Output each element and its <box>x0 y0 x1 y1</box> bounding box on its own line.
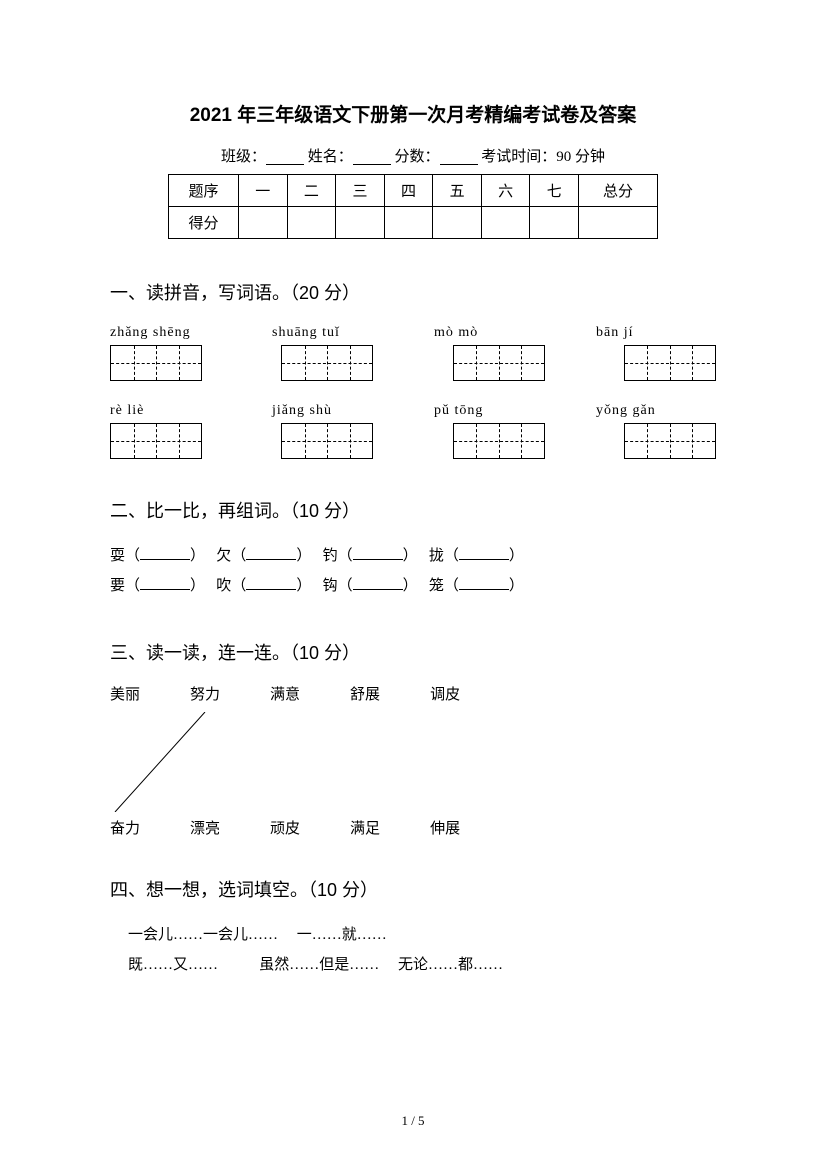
pinyin-text: jiǎng shù <box>272 403 332 418</box>
pinyin-row: zhǎng shēng shuāng tuǐ mò mò bān jí <box>110 323 716 341</box>
info-line: 班级： 姓名： 分数： 考试时间：90 分钟 <box>110 145 716 166</box>
cell-empty[interactable] <box>579 207 658 239</box>
cell-empty[interactable] <box>336 207 385 239</box>
char-input-box[interactable] <box>281 345 373 381</box>
match-word: 调皮 <box>430 683 460 704</box>
pinyin-text: bān jí <box>596 325 634 340</box>
pinyin-text: yǒng gǎn <box>596 403 656 418</box>
answer-blank[interactable] <box>353 577 403 590</box>
table-row: 得分 <box>169 207 658 239</box>
score-table: 题序 一 二 三 四 五 六 七 总分 得分 <box>168 174 658 239</box>
char-input-box[interactable] <box>110 423 202 459</box>
label-score: 分数： <box>395 149 440 165</box>
pinyin-row: rè liè jiǎng shù pǔ tōng yǒng gǎn <box>110 401 716 419</box>
pinyin-text: mò mò <box>434 325 478 340</box>
answer-blank[interactable] <box>459 547 509 560</box>
exam-title: 2021 年三年级语文下册第一次月考精编考试卷及答案 <box>110 100 716 127</box>
pinyin-text: shuāng tuǐ <box>272 325 340 340</box>
pinyin-text: rè liè <box>110 403 144 418</box>
question-2: 二、比一比，再组词。（10 分） 耍（） 欠（） 钓（） 拢（） 要（） 吹（）… <box>110 497 716 601</box>
q3-title: 三、读一读，连一连。（10 分） <box>110 639 716 665</box>
match-word: 满足 <box>350 817 380 838</box>
q1-title: 一、读拼音，写词语。（20 分） <box>110 279 716 305</box>
q2-char: 欠 <box>216 548 231 564</box>
q2-char: 吹 <box>216 578 231 594</box>
pinyin-text: pǔ tōng <box>434 403 483 418</box>
option-text: 一会儿……一会儿…… <box>128 927 278 943</box>
cell-header: 三 <box>336 175 385 207</box>
blank-score[interactable] <box>440 150 478 165</box>
q2-char: 钓 <box>323 548 338 564</box>
table-row: 题序 一 二 三 四 五 六 七 总分 <box>169 175 658 207</box>
cell-header: 四 <box>384 175 433 207</box>
cell-header: 五 <box>433 175 482 207</box>
option-text: 既……又…… <box>128 957 218 973</box>
cell-header: 总分 <box>579 175 658 207</box>
q2-char: 耍 <box>110 548 125 564</box>
pinyin-text: zhǎng shēng <box>110 325 191 340</box>
cell-header: 七 <box>530 175 579 207</box>
char-input-box[interactable] <box>281 423 373 459</box>
blank-name[interactable] <box>353 150 391 165</box>
cell-header: 二 <box>287 175 336 207</box>
char-input-box[interactable] <box>110 345 202 381</box>
option-text: 一……就…… <box>297 927 387 943</box>
matching-line-area[interactable] <box>110 712 590 812</box>
char-input-box[interactable] <box>624 345 716 381</box>
question-1: 一、读拼音，写词语。（20 分） zhǎng shēng shuāng tuǐ … <box>110 279 716 459</box>
question-4: 四、想一想，选词填空。（10 分） 一会儿……一会儿…… 一……就…… 既……又… <box>110 876 716 980</box>
label-class: 班级： <box>221 149 266 165</box>
q4-title: 四、想一想，选词填空。（10 分） <box>110 876 716 902</box>
match-word: 漂亮 <box>190 817 220 838</box>
match-word: 伸展 <box>430 817 460 838</box>
cell-empty[interactable] <box>239 207 288 239</box>
cell-empty[interactable] <box>481 207 530 239</box>
cell-empty[interactable] <box>530 207 579 239</box>
char-input-box[interactable] <box>453 423 545 459</box>
cell-label: 得分 <box>169 207 239 239</box>
option-text: 虽然……但是…… <box>259 957 379 973</box>
question-3: 三、读一读，连一连。（10 分） 美丽 努力 满意 舒展 调皮 奋力 漂亮 顽皮… <box>110 639 716 838</box>
cell-header: 题序 <box>169 175 239 207</box>
match-word: 舒展 <box>350 683 380 704</box>
q4-content: 一会儿……一会儿…… 一……就…… 既……又…… 虽然……但是…… 无论……都…… <box>110 920 716 980</box>
char-box-row <box>110 423 716 459</box>
answer-blank[interactable] <box>246 547 296 560</box>
blank-class[interactable] <box>266 150 304 165</box>
cell-header: 一 <box>239 175 288 207</box>
char-input-box[interactable] <box>453 345 545 381</box>
match-word: 奋力 <box>110 817 140 838</box>
cell-empty[interactable] <box>433 207 482 239</box>
match-word: 美丽 <box>110 683 140 704</box>
cell-empty[interactable] <box>287 207 336 239</box>
q2-title: 二、比一比，再组词。（10 分） <box>110 497 716 523</box>
answer-blank[interactable] <box>353 547 403 560</box>
answer-blank[interactable] <box>140 547 190 560</box>
q2-content: 耍（） 欠（） 钓（） 拢（） 要（） 吹（） 钩（） 笼（） <box>110 541 716 601</box>
page-number: 1 / 5 <box>0 1113 826 1129</box>
q2-char: 钩 <box>323 578 338 594</box>
q3-top-words: 美丽 努力 满意 舒展 调皮 <box>110 683 716 704</box>
label-time: 考试时间：90 分钟 <box>481 149 605 165</box>
q2-char: 笼 <box>429 578 444 594</box>
match-word: 努力 <box>190 683 220 704</box>
cell-empty[interactable] <box>384 207 433 239</box>
match-word: 满意 <box>270 683 300 704</box>
char-input-box[interactable] <box>624 423 716 459</box>
label-name: 姓名： <box>308 149 353 165</box>
q2-char: 拢 <box>429 548 444 564</box>
match-word: 顽皮 <box>270 817 300 838</box>
q2-char: 要 <box>110 578 125 594</box>
answer-blank[interactable] <box>246 577 296 590</box>
char-box-row <box>110 345 716 381</box>
q3-bottom-words: 奋力 漂亮 顽皮 满足 伸展 <box>110 817 716 838</box>
cell-header: 六 <box>481 175 530 207</box>
answer-blank[interactable] <box>140 577 190 590</box>
option-text: 无论……都…… <box>398 957 503 973</box>
answer-blank[interactable] <box>459 577 509 590</box>
